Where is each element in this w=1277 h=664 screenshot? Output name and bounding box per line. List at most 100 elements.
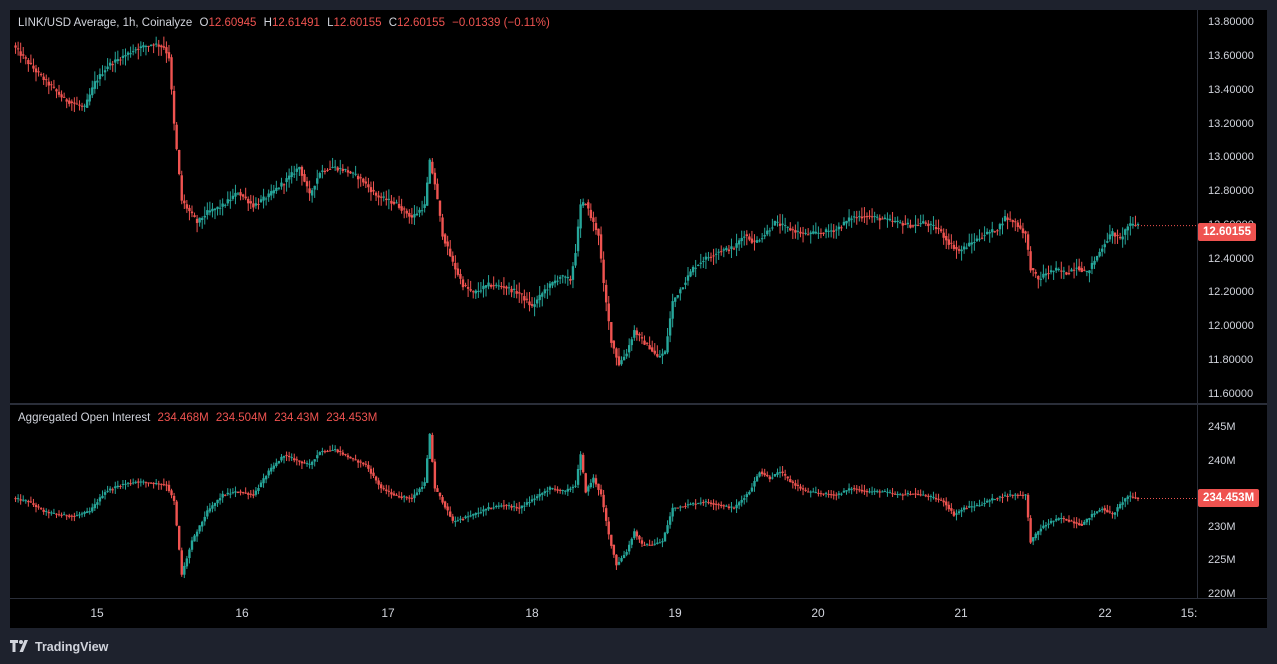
candle-body (888, 492, 892, 494)
candle (505, 504, 508, 510)
candle (794, 479, 797, 490)
candle (743, 230, 746, 246)
candle-body (842, 221, 846, 226)
open-interest-chart-svg[interactable] (10, 405, 1197, 598)
candle-body (827, 230, 830, 232)
candle (216, 206, 219, 216)
candle-body (714, 253, 718, 255)
candle (929, 221, 933, 235)
candle-body (70, 515, 74, 517)
candle-body (1014, 221, 1017, 223)
candle-body (249, 201, 252, 204)
candle (934, 219, 938, 234)
candle-body (57, 91, 61, 95)
chart-frame[interactable]: LINK/USD Average, 1h, Coinalyze O12.6094… (10, 10, 1267, 628)
candle-body (313, 185, 316, 190)
candle (901, 220, 904, 234)
candle (229, 191, 232, 209)
candle-body (745, 494, 749, 498)
candle (234, 486, 237, 498)
candle-body (487, 507, 490, 510)
candle (249, 194, 252, 210)
candle (310, 460, 314, 470)
candle (922, 214, 925, 225)
candle-body (73, 102, 76, 104)
candle-body (42, 509, 45, 512)
candle-body (766, 474, 769, 477)
candle (244, 187, 247, 201)
candle (1106, 232, 1109, 244)
candle (612, 544, 616, 558)
candle-body (1039, 278, 1043, 280)
candle-body (487, 282, 490, 287)
candle-body (469, 515, 472, 517)
candle (725, 504, 728, 507)
candle (356, 173, 360, 189)
candle-body (740, 499, 743, 503)
candle (469, 280, 472, 293)
candle (474, 512, 477, 519)
candle (906, 490, 910, 497)
candle-body (906, 492, 910, 495)
candle (451, 513, 454, 524)
candle-body (114, 486, 117, 489)
candle-body (950, 242, 953, 244)
candle (952, 509, 956, 517)
candle (472, 513, 475, 520)
close-value: 12.60155 (397, 17, 445, 29)
candle (512, 280, 516, 299)
candle-body (500, 505, 503, 507)
candle-body (850, 218, 853, 220)
candle (630, 537, 633, 549)
candle (1034, 532, 1037, 541)
symbol-label[interactable]: LINK/USD Average, 1h, Coinalyze (18, 17, 193, 29)
candle-body (589, 209, 593, 219)
candle (1113, 232, 1117, 245)
candle (975, 503, 979, 507)
candle-body (1111, 513, 1114, 515)
candle-body (814, 231, 818, 234)
candle (459, 515, 462, 524)
candle (1011, 219, 1014, 228)
candle-body (671, 301, 674, 319)
candle-body (52, 512, 56, 514)
candle-body (318, 452, 322, 455)
candle (998, 495, 1002, 502)
candle (1108, 224, 1112, 242)
candle-body (328, 168, 332, 170)
candle (443, 500, 447, 510)
oi-title[interactable]: Aggregated Open Interest (18, 412, 151, 424)
candle (185, 199, 189, 213)
candle-body (717, 251, 720, 253)
candle-body (1116, 234, 1119, 236)
tradingview-logo[interactable]: TradingView (10, 636, 108, 658)
candle-body (226, 199, 229, 204)
price-chart-svg[interactable] (10, 10, 1197, 403)
candle (73, 512, 76, 522)
candle-body (257, 487, 260, 491)
candle (47, 509, 50, 519)
candle (126, 51, 130, 61)
candle-body (638, 535, 641, 540)
candle-body (500, 286, 503, 288)
candle (339, 159, 342, 175)
candle (983, 226, 986, 242)
pane-separator[interactable] (10, 403, 1267, 405)
candle-body (385, 489, 388, 492)
candle (1001, 217, 1004, 235)
candle (789, 222, 792, 232)
candle (962, 242, 966, 254)
candle (65, 514, 68, 520)
candle-body (1108, 511, 1112, 513)
candle-body (750, 238, 754, 243)
candle-body (840, 493, 843, 495)
candle (134, 480, 137, 485)
candle-body (34, 68, 38, 73)
candle (778, 213, 782, 234)
candle-body (339, 167, 342, 169)
candle-body (630, 339, 633, 346)
candle (1008, 490, 1012, 498)
candle (1088, 517, 1091, 526)
candle (597, 483, 600, 496)
candle-body (814, 492, 818, 494)
